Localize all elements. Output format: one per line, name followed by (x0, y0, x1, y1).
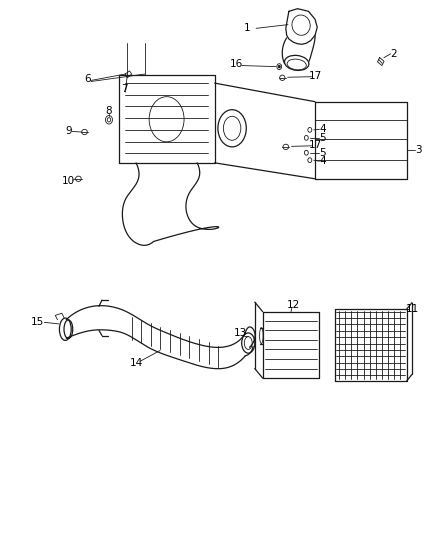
Text: 17: 17 (308, 140, 321, 150)
Text: 13: 13 (233, 328, 247, 338)
Text: 12: 12 (286, 300, 300, 310)
Text: 14: 14 (129, 358, 143, 368)
Text: 10: 10 (62, 176, 75, 187)
Text: 9: 9 (65, 126, 72, 136)
Text: 16: 16 (230, 60, 243, 69)
Text: 6: 6 (85, 75, 92, 84)
Ellipse shape (278, 65, 280, 68)
Text: 11: 11 (405, 304, 419, 314)
Text: 1: 1 (244, 23, 251, 34)
Text: 3: 3 (416, 144, 422, 155)
Text: 5: 5 (320, 133, 326, 143)
Text: 4: 4 (320, 156, 326, 166)
Text: 17: 17 (308, 71, 321, 81)
Text: 5: 5 (320, 148, 326, 158)
Text: 4: 4 (320, 124, 326, 134)
Text: 8: 8 (106, 106, 112, 116)
Text: 15: 15 (31, 317, 44, 327)
Text: 2: 2 (390, 49, 397, 59)
Text: 7: 7 (121, 84, 127, 94)
